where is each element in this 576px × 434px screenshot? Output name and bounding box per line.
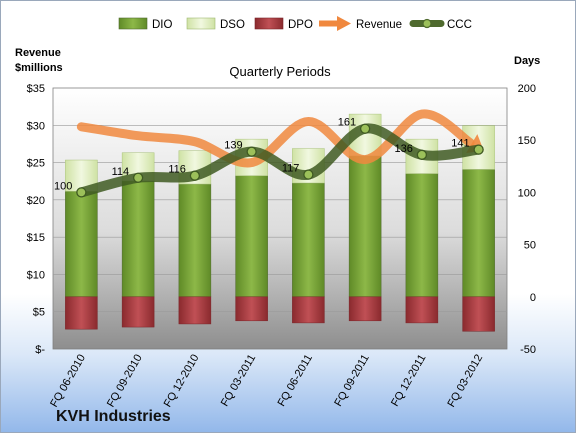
bar-dio (405, 173, 439, 298)
left-tick-label: $30 (27, 120, 45, 132)
bar-dpo (405, 296, 439, 324)
left-tick-label: $10 (27, 269, 45, 281)
ccc-point (246, 146, 257, 157)
legend-label-dio: DIO (152, 19, 173, 31)
bar-dpo (462, 296, 495, 332)
bar-dio (121, 180, 155, 298)
legend-swatch-dio (118, 17, 148, 30)
right-tick-label: 150 (518, 135, 536, 147)
category-label: FQ 06-2010 (48, 353, 88, 410)
ccc-point (359, 123, 371, 134)
bar-dpo (121, 296, 155, 328)
chart-title: Quarterly Periods (229, 64, 331, 79)
category-label: FQ 12-2010 (162, 353, 202, 410)
ccc-point (132, 172, 144, 183)
right-tick-label: 200 (518, 83, 536, 95)
ccc-data-label: 136 (395, 143, 413, 155)
ccc-series: 100 114 116 139 117 161 136 141 (54, 117, 484, 198)
legend-swatch-ccc (409, 18, 445, 29)
legend-label-revenue: Revenue (356, 19, 402, 31)
legend-label-dpo: DPO (288, 19, 313, 31)
category-label: FQ 06-2011 (276, 353, 315, 409)
category-label: FQ 12-2011 (389, 353, 428, 409)
bar-dio (178, 183, 212, 298)
category-label: FQ 03-2011 (219, 353, 258, 409)
ccc-data-label: 141 (451, 138, 469, 150)
category-label: FQ 09-2011 (332, 353, 371, 409)
right-tick-label: 100 (518, 187, 536, 199)
legend-label-ccc: CCC (447, 19, 472, 31)
bar-dpo (178, 296, 212, 325)
left-tick-label: $- (35, 344, 45, 356)
legend-label-dso: DSO (220, 19, 245, 31)
ccc-line (76, 123, 484, 198)
bar-dpo (348, 296, 382, 322)
bar-dio (348, 155, 382, 298)
ccc-point (76, 187, 87, 198)
ccc-point (303, 169, 314, 180)
left-tick-label: $35 (27, 83, 45, 95)
category-label: FQ 03-2012 (445, 353, 485, 410)
legend: DIO DSO DPO Revenue CCC (118, 16, 472, 31)
bar-dpo (292, 296, 325, 324)
left-tick-label: $25 (27, 158, 45, 170)
category-labels: FQ 06-2010 FQ 09-2010 FQ 12-2010 FQ 03-2011… (48, 353, 485, 410)
left-tick-label: $5 (33, 307, 45, 319)
plot-area (52, 87, 508, 350)
bar-dio (65, 191, 98, 298)
ccc-point (416, 149, 428, 160)
bar-dio (462, 169, 495, 298)
right-tick-label: 50 (524, 240, 536, 252)
right-axis-ticks: -50 0 50 100 150 200 (518, 83, 536, 356)
revenue-line (76, 109, 475, 168)
bar-dpo (235, 296, 268, 322)
bar-dio (235, 175, 268, 298)
legend-swatch-revenue (319, 16, 351, 31)
legend-swatch-dpo (254, 17, 284, 30)
left-tick-label: $20 (27, 195, 45, 207)
bar-dpo (65, 296, 98, 330)
ccc-point (473, 144, 484, 155)
right-tick-label: -50 (520, 344, 536, 356)
category-label: FQ 09-2010 (105, 353, 145, 410)
ccc-data-label: 100 (54, 180, 72, 192)
legend-swatch-dso (186, 17, 216, 30)
left-tick-label: $15 (27, 232, 45, 244)
ccc-data-label: 114 (112, 166, 130, 178)
ccc-data-label: 139 (224, 140, 242, 152)
bars (65, 113, 495, 332)
left-axis-ticks: $- $5 $10 $15 $20 $25 $30 $35 (27, 83, 46, 356)
company-name: KVH Industries (56, 408, 171, 425)
right-axis-title: Days (514, 55, 540, 67)
left-axis-title: Revenue $millions (15, 47, 64, 74)
right-tick-label: 0 (530, 292, 536, 304)
ccc-point (189, 170, 201, 181)
ccc-data-label: 117 (282, 163, 300, 175)
bar-dio (292, 182, 325, 298)
ccc-data-label: 116 (168, 164, 186, 176)
ccc-data-label: 161 (338, 117, 356, 129)
